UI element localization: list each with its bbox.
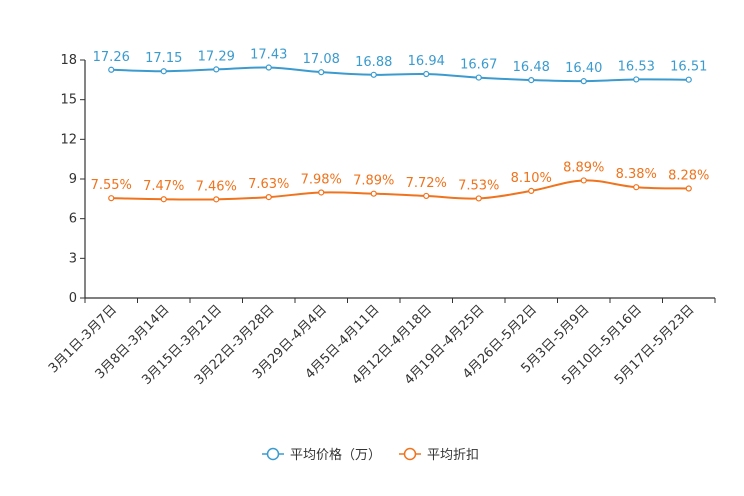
data-point[interactable]: [685, 185, 692, 192]
data-point[interactable]: [685, 76, 692, 83]
data-point[interactable]: [475, 195, 482, 202]
data-label: 7.53%: [458, 178, 499, 193]
data-point[interactable]: [423, 70, 430, 78]
data-label: 7.47%: [143, 179, 184, 194]
data-point[interactable]: [528, 187, 535, 194]
legend[interactable]: 平均价格（万） 平均折扣: [262, 447, 479, 463]
y-tick-label: 3: [69, 251, 77, 266]
data-label: 7.89%: [353, 174, 394, 189]
legend-label: 平均价格（万）: [290, 447, 381, 463]
data-point[interactable]: [160, 196, 167, 203]
data-label: 17.29: [198, 49, 235, 64]
data-label: 17.26: [93, 50, 130, 65]
data-label: 16.94: [408, 54, 445, 69]
legend-marker-icon: [266, 447, 280, 461]
data-label: 7.98%: [301, 172, 342, 187]
data-label: 17.15: [145, 51, 182, 66]
data-point[interactable]: [633, 184, 640, 191]
y-tick-label: 15: [60, 93, 77, 108]
data-label: 8.28%: [668, 169, 709, 184]
data-label: 16.53: [618, 59, 655, 74]
data-point[interactable]: [265, 194, 272, 201]
data-label: 7.72%: [406, 176, 447, 191]
data-point[interactable]: [318, 69, 325, 76]
series-line-0: [111, 66, 689, 83]
series-lines: [111, 66, 689, 201]
data-label: 7.55%: [91, 178, 132, 193]
series-points: [108, 64, 692, 203]
y-tick-label: 9: [69, 172, 77, 187]
series-line-1: [111, 179, 689, 201]
data-label: 8.38%: [616, 167, 657, 182]
y-tick-label: 0: [69, 291, 77, 306]
data-point[interactable]: [265, 64, 272, 71]
data-labels: 17.26 17.15 17.29 17.43 17.08 16.88 16.94 16.67…: [91, 48, 710, 195]
legend-item-0[interactable]: 平均价格（万）: [262, 447, 381, 463]
data-label: 16.88: [355, 55, 392, 70]
data-point[interactable]: [108, 195, 115, 202]
y-tick-label: 12: [60, 132, 77, 147]
data-label: 17.08: [303, 52, 340, 67]
data-point[interactable]: [528, 76, 535, 84]
data-point[interactable]: [580, 177, 587, 184]
data-label: 16.40: [565, 61, 602, 76]
y-tick-label: 18: [60, 53, 77, 68]
data-label: 8.89%: [563, 160, 604, 175]
data-point[interactable]: [633, 76, 640, 83]
data-label: 17.43: [250, 48, 287, 63]
data-point[interactable]: [160, 68, 167, 75]
data-label: 16.51: [670, 60, 707, 75]
data-point[interactable]: [213, 66, 220, 73]
data-label: 7.46%: [196, 179, 237, 194]
data-label: 16.67: [460, 58, 497, 73]
data-label: 7.63%: [248, 177, 289, 192]
data-label: 16.48: [513, 60, 550, 75]
data-point[interactable]: [580, 78, 587, 85]
data-point[interactable]: [213, 196, 220, 203]
legend-marker-icon: [403, 447, 417, 461]
data-point[interactable]: [423, 192, 430, 200]
data-point[interactable]: [370, 190, 377, 197]
data-point[interactable]: [318, 189, 325, 196]
data-label: 8.10%: [511, 171, 552, 186]
axes: 03691215183月1日-3月7日3月8日-3月14日3月15日-3月21日…: [46, 53, 716, 388]
data-point[interactable]: [370, 71, 377, 78]
legend-item-1[interactable]: 平均折扣: [399, 447, 479, 463]
y-tick-label: 6: [69, 212, 77, 227]
legend-label: 平均折扣: [427, 448, 479, 463]
data-point[interactable]: [475, 74, 482, 81]
data-point[interactable]: [108, 66, 115, 73]
